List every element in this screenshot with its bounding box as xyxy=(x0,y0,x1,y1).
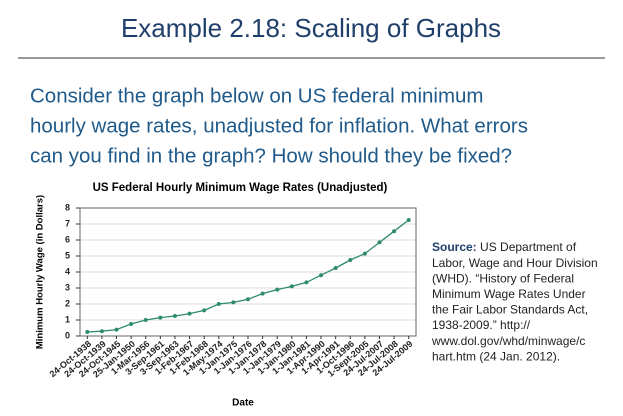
source-line: (WHD). “History of Federal xyxy=(432,271,574,285)
body-text: Consider the graph below on US federal m… xyxy=(30,84,484,107)
source-label: Source: xyxy=(432,240,477,254)
data-point xyxy=(143,318,148,322)
data-point xyxy=(392,229,397,234)
data-point xyxy=(377,240,382,245)
x-axis-label: Date xyxy=(232,398,254,409)
y-tick-label: 7 xyxy=(65,218,70,228)
body-text: can you find in the graph? How should th… xyxy=(30,144,512,167)
slide-title: Example 2.18: Scaling of Graphs xyxy=(121,13,501,43)
data-point xyxy=(333,266,338,270)
data-point xyxy=(202,308,207,313)
data-point xyxy=(319,273,324,278)
data-point xyxy=(246,297,250,302)
data-point xyxy=(289,284,294,289)
data-point xyxy=(362,251,367,256)
y-axis-label: Minimum Hourly Wage (in Dollars) xyxy=(35,195,46,349)
data-point xyxy=(231,300,236,305)
data-point xyxy=(187,311,192,316)
data-point xyxy=(129,322,134,326)
data-point xyxy=(114,327,119,332)
y-tick-label: 5 xyxy=(65,250,70,260)
chart-title: US Federal Hourly Minimum Wage Rates (Un… xyxy=(93,182,388,194)
y-tick-label: 1 xyxy=(65,314,70,324)
source-line: US Department of xyxy=(477,240,577,254)
source-line: hart.htm (24 Jan. 2012). xyxy=(432,349,560,363)
data-point xyxy=(85,330,90,334)
source-line: Minimum Wage Rates Under xyxy=(432,287,586,301)
source-line: the Fair Labor Standards Act, xyxy=(432,303,588,317)
data-point xyxy=(406,218,411,222)
data-point xyxy=(304,280,309,285)
source-line: www.dol.gov/whd/minwage/c xyxy=(431,334,585,348)
data-point xyxy=(260,291,265,296)
y-tick-label: 8 xyxy=(65,202,70,212)
y-tick-label: 2 xyxy=(65,298,70,308)
data-point xyxy=(158,315,163,320)
source-text: Source: US Department of xyxy=(432,240,577,254)
data-point xyxy=(99,329,104,334)
source-line: 1938-2009.” http:// xyxy=(432,318,531,332)
y-tick-label: 6 xyxy=(65,234,70,244)
data-point xyxy=(172,314,177,318)
data-point xyxy=(216,302,221,306)
source-line: Labor, Wage and Hour Division xyxy=(432,256,598,270)
body-text: hourly wage rates, unadjusted for inflat… xyxy=(30,114,528,137)
y-tick-label: 4 xyxy=(65,266,70,276)
y-tick-label: 0 xyxy=(65,330,70,340)
data-line xyxy=(87,219,410,333)
data-point xyxy=(275,287,280,292)
data-point xyxy=(348,258,353,262)
y-tick-label: 3 xyxy=(65,282,70,292)
